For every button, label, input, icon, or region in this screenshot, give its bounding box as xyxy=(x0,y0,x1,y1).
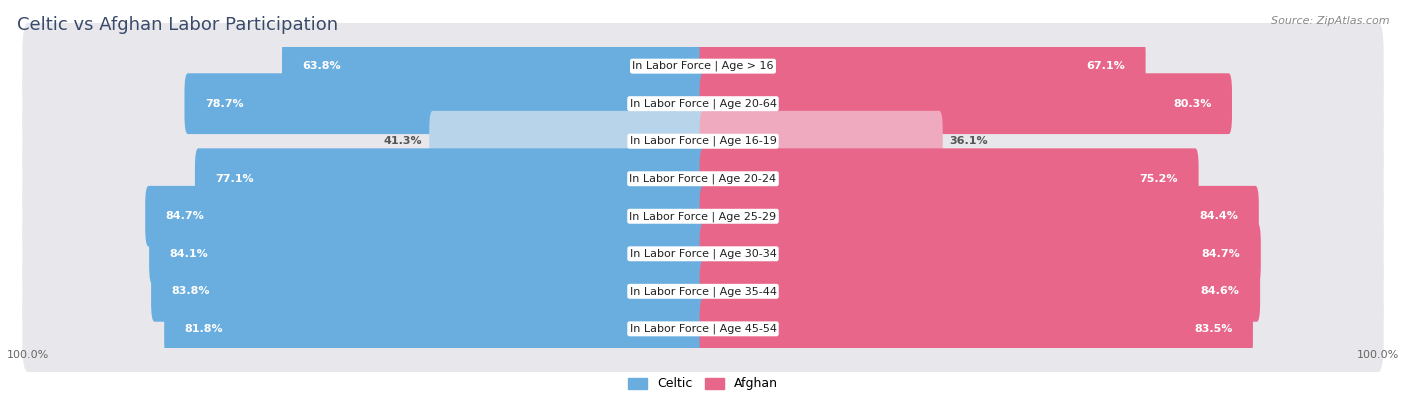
Text: In Labor Force | Age 30-34: In Labor Force | Age 30-34 xyxy=(630,248,776,259)
FancyBboxPatch shape xyxy=(22,173,1384,260)
FancyBboxPatch shape xyxy=(195,149,706,209)
Text: 84.1%: 84.1% xyxy=(170,249,208,259)
FancyBboxPatch shape xyxy=(22,211,1384,297)
Text: 81.8%: 81.8% xyxy=(184,324,224,334)
Text: 67.1%: 67.1% xyxy=(1087,61,1125,71)
FancyBboxPatch shape xyxy=(165,299,706,359)
FancyBboxPatch shape xyxy=(700,261,1260,322)
FancyBboxPatch shape xyxy=(700,224,1261,284)
Text: In Labor Force | Age 45-54: In Labor Force | Age 45-54 xyxy=(630,324,776,334)
FancyBboxPatch shape xyxy=(700,149,1199,209)
Text: 36.1%: 36.1% xyxy=(949,136,988,146)
Text: 78.7%: 78.7% xyxy=(205,99,243,109)
Text: In Labor Force | Age 20-24: In Labor Force | Age 20-24 xyxy=(630,173,776,184)
Text: In Labor Force | Age 20-64: In Labor Force | Age 20-64 xyxy=(630,98,776,109)
Text: 80.3%: 80.3% xyxy=(1173,99,1212,109)
FancyBboxPatch shape xyxy=(700,36,1146,96)
FancyBboxPatch shape xyxy=(22,135,1384,222)
FancyBboxPatch shape xyxy=(283,36,706,96)
FancyBboxPatch shape xyxy=(184,73,706,134)
Text: In Labor Force | Age 25-29: In Labor Force | Age 25-29 xyxy=(630,211,776,222)
FancyBboxPatch shape xyxy=(145,186,706,246)
Text: Celtic vs Afghan Labor Participation: Celtic vs Afghan Labor Participation xyxy=(17,16,337,34)
Text: In Labor Force | Age > 16: In Labor Force | Age > 16 xyxy=(633,61,773,71)
FancyBboxPatch shape xyxy=(429,111,706,171)
FancyBboxPatch shape xyxy=(700,299,1253,359)
Text: 84.4%: 84.4% xyxy=(1199,211,1239,221)
FancyBboxPatch shape xyxy=(22,23,1384,109)
Text: 63.8%: 63.8% xyxy=(302,61,342,71)
Text: 41.3%: 41.3% xyxy=(384,136,422,146)
FancyBboxPatch shape xyxy=(700,186,1258,246)
Text: In Labor Force | Age 16-19: In Labor Force | Age 16-19 xyxy=(630,136,776,147)
Text: 75.2%: 75.2% xyxy=(1139,174,1178,184)
Text: 84.7%: 84.7% xyxy=(1201,249,1240,259)
Text: 77.1%: 77.1% xyxy=(215,174,254,184)
Text: Source: ZipAtlas.com: Source: ZipAtlas.com xyxy=(1271,16,1389,26)
Text: 83.5%: 83.5% xyxy=(1194,324,1232,334)
FancyBboxPatch shape xyxy=(22,98,1384,184)
FancyBboxPatch shape xyxy=(700,111,942,171)
Text: In Labor Force | Age 35-44: In Labor Force | Age 35-44 xyxy=(630,286,776,297)
FancyBboxPatch shape xyxy=(22,248,1384,335)
Legend: Celtic, Afghan: Celtic, Afghan xyxy=(623,372,783,395)
FancyBboxPatch shape xyxy=(22,286,1384,372)
FancyBboxPatch shape xyxy=(149,224,706,284)
FancyBboxPatch shape xyxy=(150,261,706,322)
FancyBboxPatch shape xyxy=(22,60,1384,147)
Text: 84.7%: 84.7% xyxy=(166,211,205,221)
FancyBboxPatch shape xyxy=(700,73,1232,134)
Text: 83.8%: 83.8% xyxy=(172,286,211,296)
Text: 84.6%: 84.6% xyxy=(1201,286,1240,296)
